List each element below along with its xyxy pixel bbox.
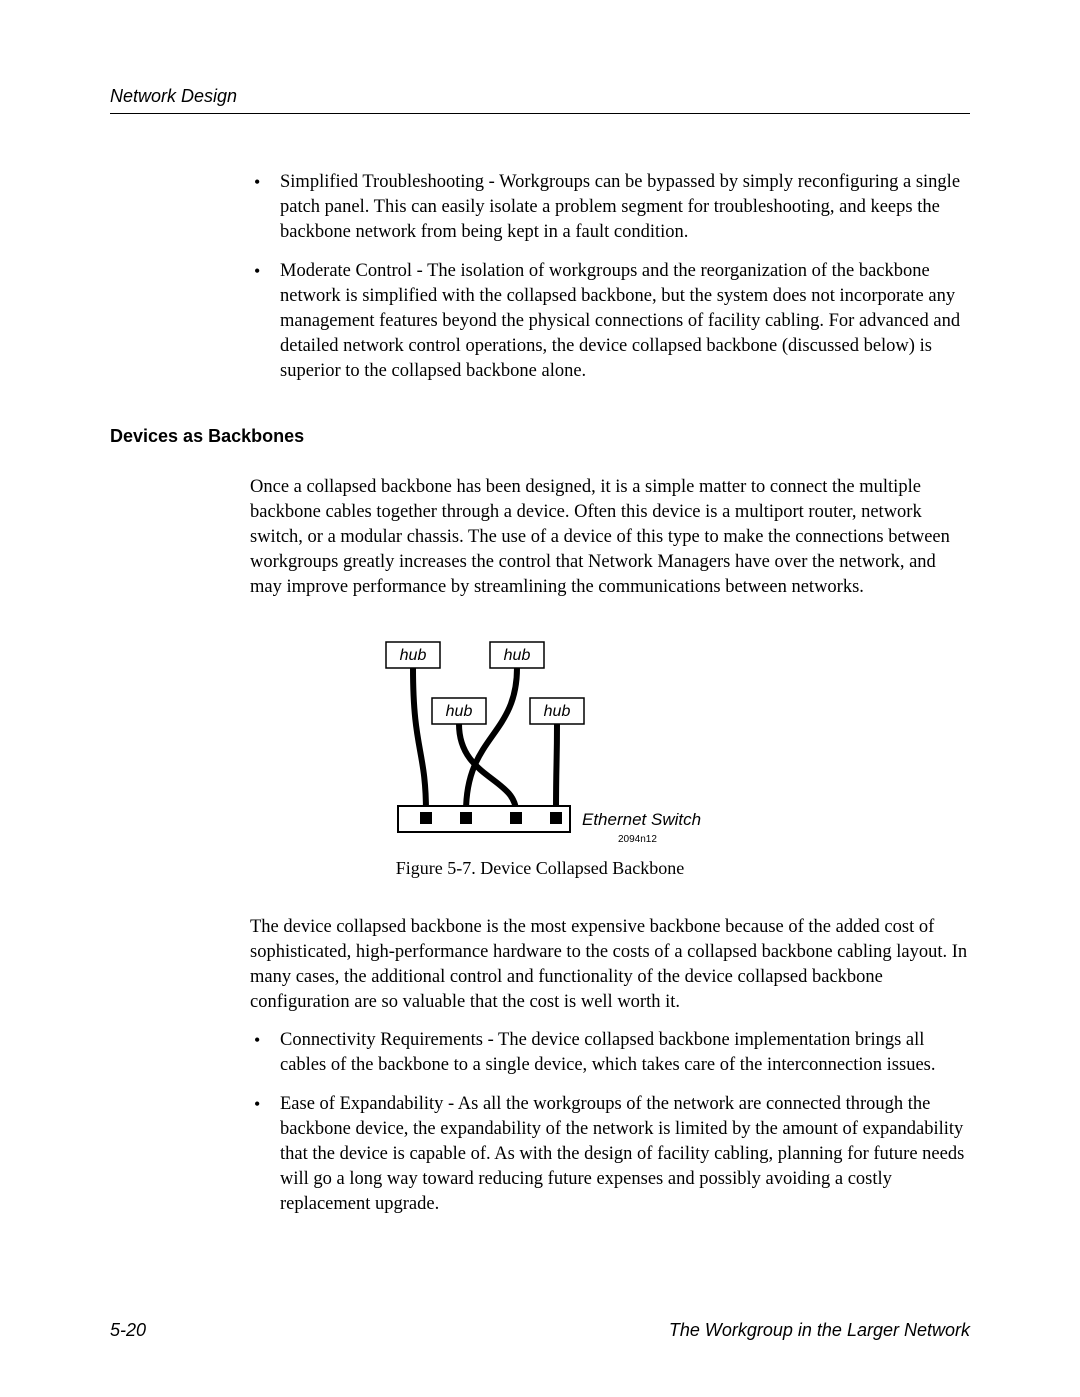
page-header: Network Design — [110, 86, 970, 114]
bullet-list-1: Simplified Troubleshooting - Workgroups … — [254, 170, 970, 384]
svg-text:hub: hub — [504, 647, 531, 664]
figure-diagram: hub hub hub hub Ethernet Switch 2094n12 — [350, 636, 730, 846]
footer-title: The Workgroup in the Larger Network — [669, 1320, 970, 1341]
page-footer: 5-20 The Workgroup in the Larger Network — [110, 1320, 970, 1341]
page-number: 5-20 — [110, 1320, 146, 1341]
svg-text:hub: hub — [544, 703, 571, 720]
svg-text:hub: hub — [400, 647, 427, 664]
body-paragraph: The device collapsed backbone is the mos… — [250, 915, 970, 1015]
bullet-item: Connectivity Requirements - The device c… — [254, 1028, 970, 1078]
header-title: Network Design — [110, 86, 237, 106]
body-paragraph: Once a collapsed backbone has been desig… — [250, 475, 970, 600]
switch-label: Ethernet Switch — [582, 810, 701, 829]
figure-caption: Figure 5-7. Device Collapsed Backbone — [110, 858, 970, 879]
section-heading: Devices as Backbones — [110, 426, 970, 447]
svg-text:hub: hub — [446, 703, 473, 720]
figure-id-label: 2094n12 — [618, 834, 657, 845]
bullet-list-2: Connectivity Requirements - The device c… — [254, 1028, 970, 1217]
bullet-item: Ease of Expandability - As all the workg… — [254, 1092, 970, 1217]
diagram-svg: hub hub hub hub Ethernet Switch 2094n12 — [350, 636, 730, 846]
bullet-item: Simplified Troubleshooting - Workgroups … — [254, 170, 970, 245]
bullet-item: Moderate Control - The isolation of work… — [254, 259, 970, 384]
